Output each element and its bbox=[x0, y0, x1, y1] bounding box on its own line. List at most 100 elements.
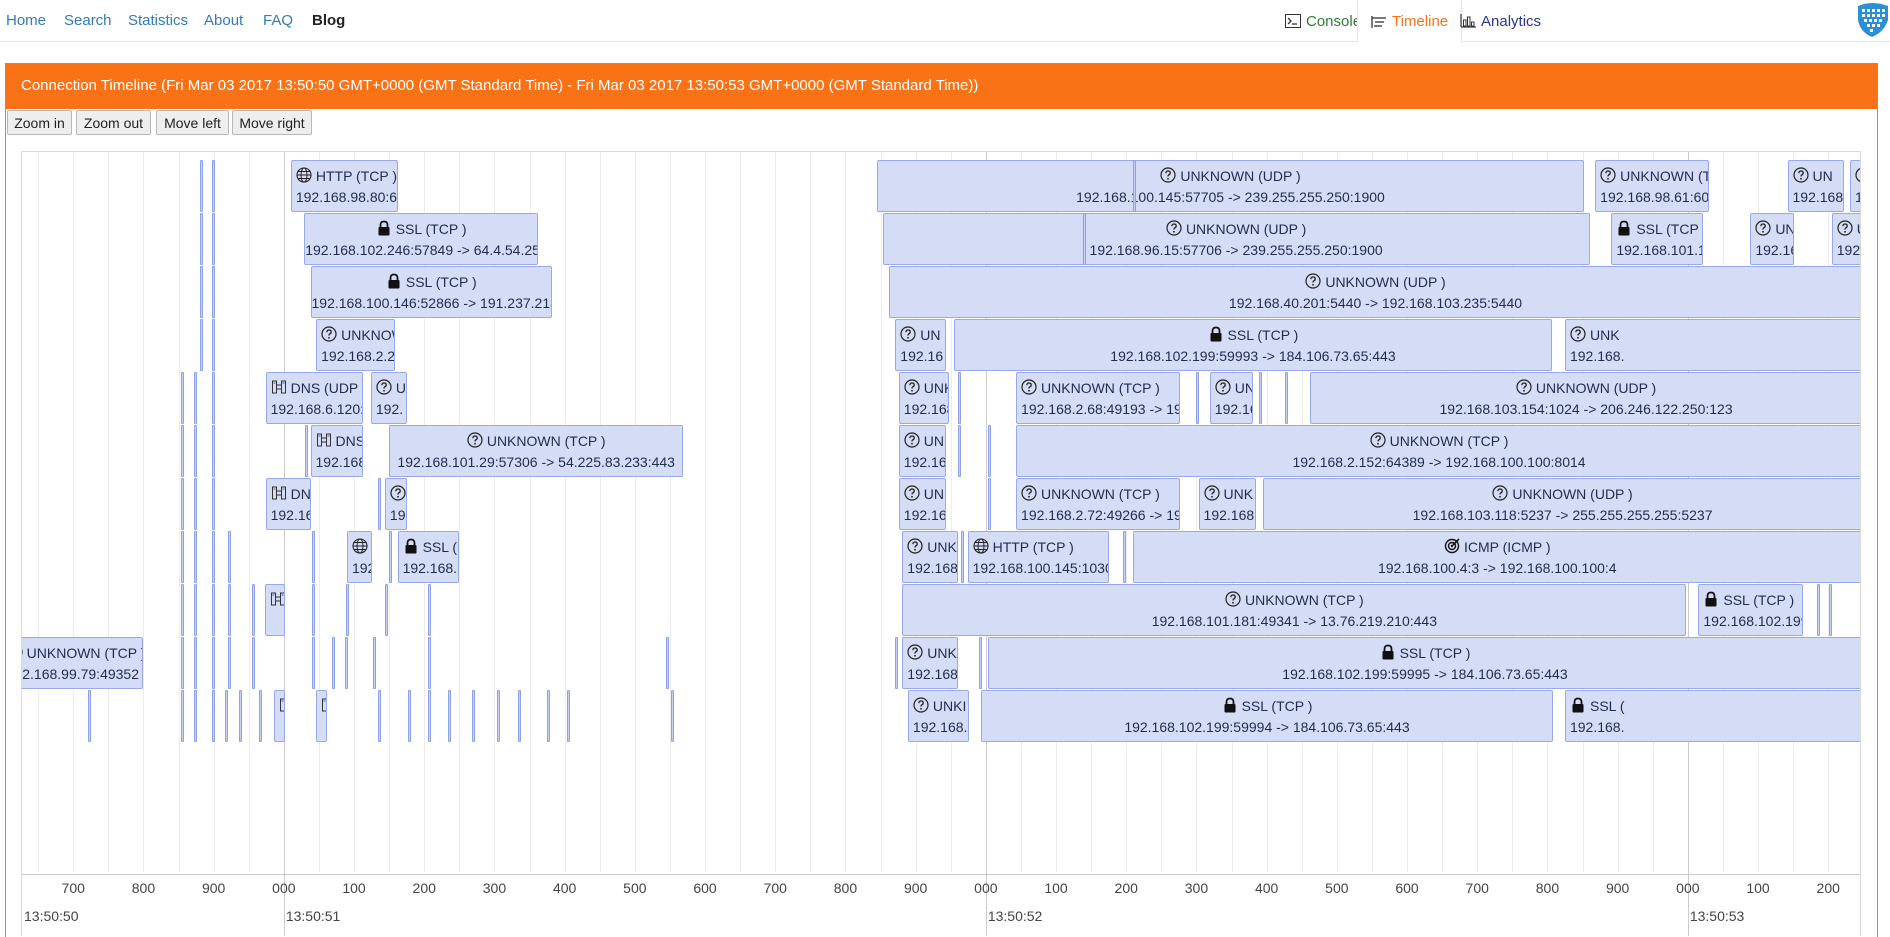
connection-item-short[interactable] bbox=[212, 637, 216, 689]
connection-item[interactable]: UNKNOWN (TCP ) 192.168.2.68:49193 -> 192 bbox=[1016, 372, 1180, 424]
connection-item-short[interactable] bbox=[1258, 372, 1262, 424]
connection-item-short[interactable] bbox=[199, 266, 203, 318]
connection-item[interactable]: UNKNOWN (TCP ) 192.168.101.181:49341 -> 1… bbox=[902, 584, 1687, 636]
connection-item-short[interactable] bbox=[193, 425, 197, 477]
connection-item[interactable]: UN 192.168 bbox=[1787, 160, 1844, 212]
connection-item-short[interactable] bbox=[180, 478, 184, 530]
connection-item-short[interactable] bbox=[199, 160, 203, 212]
connection-item-short[interactable] bbox=[567, 690, 571, 742]
connection-item-short[interactable] bbox=[180, 584, 184, 636]
connection-item-short[interactable] bbox=[384, 584, 388, 636]
connection-item-short[interactable] bbox=[671, 690, 675, 742]
connection-item-short[interactable] bbox=[193, 584, 197, 636]
connection-item[interactable]: SSL (TCP ) 192.168.102.199:59995 -> 184.1… bbox=[987, 637, 1860, 689]
connection-item[interactable]: UNK 192.168 bbox=[1198, 478, 1257, 530]
connection-item-short[interactable] bbox=[344, 637, 348, 689]
connection-item-short[interactable] bbox=[331, 637, 335, 689]
connection-item-short[interactable] bbox=[518, 690, 522, 742]
connection-item-short[interactable] bbox=[427, 584, 431, 636]
connection-item-short[interactable] bbox=[1196, 372, 1200, 424]
connection-item[interactable]: HTTP (TCP ) 192.168.100.145:1030 bbox=[967, 531, 1109, 583]
connection-item-short[interactable] bbox=[212, 319, 216, 371]
connection-item-short[interactable] bbox=[389, 531, 393, 583]
connection-item[interactable]: DN 192.16 bbox=[265, 478, 312, 530]
connection-item-short[interactable] bbox=[251, 637, 255, 689]
connection-item[interactable]: SSL (TCP ) 192.168.102.199 bbox=[1698, 584, 1803, 636]
connection-item-short[interactable] bbox=[259, 690, 263, 742]
connection-item-short[interactable] bbox=[987, 478, 991, 530]
connection-item-short[interactable] bbox=[304, 425, 308, 477]
connection-item-short[interactable] bbox=[193, 637, 197, 689]
connection-item-short[interactable] bbox=[471, 690, 475, 742]
connection-item[interactable]: UNK 192.168. bbox=[1564, 319, 1860, 371]
connection-item[interactable]: UNKNOWN (UDP ) 192.168.103.118:5237 -> 25… bbox=[1263, 478, 1860, 530]
nav-faq[interactable]: FAQ bbox=[263, 12, 294, 29]
nav-blog[interactable]: Blog bbox=[312, 12, 346, 29]
connection-item-short[interactable] bbox=[180, 637, 184, 689]
connection-item[interactable]: SSL (TCP ) 192.168.101.1 bbox=[1611, 213, 1704, 265]
connection-item-short[interactable] bbox=[377, 478, 381, 530]
nav-about[interactable]: About bbox=[204, 12, 244, 29]
connection-item-short[interactable] bbox=[960, 531, 964, 583]
connection-item[interactable]: UNKNOWN (TCP ) 192.168.2.152:64389 -> 192… bbox=[1016, 425, 1860, 477]
nav-console[interactable]: Console bbox=[1285, 0, 1375, 42]
connection-item[interactable]: UN 192.16 bbox=[898, 425, 946, 477]
connection-item[interactable]: UNK 192.168 bbox=[902, 531, 958, 583]
zoom-out-button[interactable]: Zoom out bbox=[76, 110, 151, 135]
connection-item-short[interactable] bbox=[1083, 213, 1087, 265]
connection-item-short[interactable] bbox=[251, 584, 255, 636]
connection-item-short[interactable] bbox=[212, 531, 216, 583]
connection-item[interactable] bbox=[274, 690, 285, 742]
connection-item-short[interactable] bbox=[958, 372, 962, 424]
connection-item-short[interactable] bbox=[228, 584, 232, 636]
connection-item-short[interactable] bbox=[238, 690, 242, 742]
connection-item-short[interactable] bbox=[311, 584, 315, 636]
connection-item[interactable]: SSL (TCP ) 192.168.102.199:59994 -> 184.1… bbox=[980, 690, 1554, 742]
connection-item[interactable]: UNKNOWN (UDP ) 192.168.96.15:57706 -> 239… bbox=[882, 213, 1590, 265]
connection-item[interactable] bbox=[264, 584, 285, 636]
connection-item-short[interactable] bbox=[894, 637, 898, 689]
connection-item[interactable]: DNS 192.168 bbox=[310, 425, 364, 477]
connection-item-short[interactable] bbox=[224, 690, 228, 742]
connection-item[interactable]: 19 bbox=[384, 478, 408, 530]
connection-item-short[interactable] bbox=[212, 213, 216, 265]
connection-item-short[interactable] bbox=[199, 319, 203, 371]
connection-item-short[interactable] bbox=[193, 372, 197, 424]
connection-item[interactable]: UNKNOW 192.168.2.2 bbox=[316, 319, 396, 371]
connection-item-short[interactable] bbox=[180, 690, 184, 742]
nav-search[interactable]: Search bbox=[64, 12, 112, 29]
connection-item-short[interactable] bbox=[1284, 372, 1288, 424]
connection-item[interactable]: UNKNO 192.168.70. bbox=[1831, 213, 1860, 265]
nav-analytics[interactable]: Analytics bbox=[1460, 0, 1541, 42]
connection-item[interactable]: UN 192.16 bbox=[895, 319, 946, 371]
connection-item-short[interactable] bbox=[978, 637, 982, 689]
connection-item-short[interactable] bbox=[987, 425, 991, 477]
move-right-button[interactable]: Move right bbox=[232, 110, 312, 135]
connection-item-short[interactable] bbox=[1828, 584, 1832, 636]
connection-item[interactable]: UNK 192.168 bbox=[898, 372, 950, 424]
connection-item[interactable]: ICMP (ICMP ) 192.168.100.4:3 -> 192.168.1… bbox=[1132, 531, 1860, 583]
connection-item-short[interactable] bbox=[958, 425, 962, 477]
connection-item[interactable]: UNKNOWN (TCP ) 192.168.99.79:49352 - bbox=[22, 637, 144, 689]
connection-item[interactable]: SSL (192.168. bbox=[1564, 690, 1860, 742]
connection-item-short[interactable] bbox=[496, 690, 500, 742]
connection-item-short[interactable] bbox=[448, 690, 452, 742]
connection-item-short[interactable] bbox=[408, 690, 412, 742]
connection-item[interactable]: UNKNOWN (UDP ) 192.168.100.145:57705 -> 2… bbox=[877, 160, 1584, 212]
connection-item-short[interactable] bbox=[212, 425, 216, 477]
connection-item[interactable]: UNK 192.168 bbox=[902, 637, 958, 689]
connection-item-short[interactable] bbox=[547, 690, 551, 742]
nav-home[interactable]: Home bbox=[6, 12, 47, 29]
connection-item-short[interactable] bbox=[373, 637, 376, 689]
nav-statistics[interactable]: Statistics bbox=[128, 12, 189, 29]
connection-item-short[interactable] bbox=[212, 584, 216, 636]
connection-item-short[interactable] bbox=[346, 584, 350, 636]
connection-item-short[interactable] bbox=[212, 266, 216, 318]
connection-item-short[interactable] bbox=[311, 637, 315, 689]
connection-item-short[interactable] bbox=[87, 690, 91, 742]
connection-item[interactable]: 192 bbox=[347, 531, 372, 583]
move-left-button[interactable]: Move left bbox=[156, 110, 229, 135]
brand-logo[interactable] bbox=[1854, 0, 1890, 38]
connection-item-short[interactable] bbox=[212, 372, 216, 424]
connection-item-short[interactable] bbox=[193, 690, 197, 742]
